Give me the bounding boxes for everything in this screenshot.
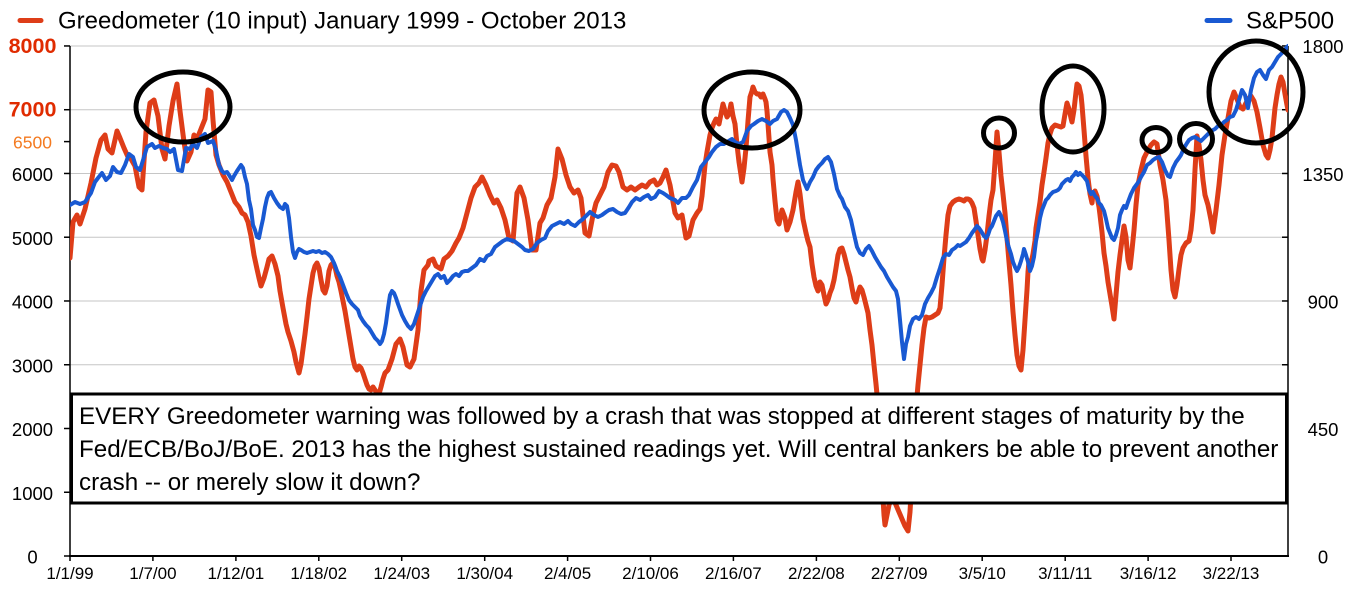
svg-text:Greedometer (10 input) January: Greedometer (10 input) January 1999 - Oc… [58, 8, 626, 35]
svg-text:0: 0 [27, 547, 37, 568]
svg-text:2000: 2000 [12, 419, 53, 440]
svg-text:1/12/01: 1/12/01 [208, 564, 265, 583]
svg-text:2/16/07: 2/16/07 [705, 564, 762, 583]
svg-text:3/5/10: 3/5/10 [959, 564, 1006, 583]
svg-text:1800: 1800 [1302, 36, 1343, 57]
svg-text:1/1/99: 1/1/99 [46, 564, 93, 583]
svg-text:2/27/09: 2/27/09 [871, 564, 928, 583]
svg-text:0: 0 [1318, 547, 1328, 568]
svg-text:1/7/00: 1/7/00 [129, 564, 176, 583]
svg-text:1/30/04: 1/30/04 [456, 564, 513, 583]
svg-text:1/24/03: 1/24/03 [373, 564, 430, 583]
svg-text:8000: 8000 [9, 34, 57, 58]
svg-text:4000: 4000 [12, 292, 53, 313]
svg-text:1350: 1350 [1302, 164, 1343, 185]
svg-text:crash -- or merely slow it dow: crash -- or merely slow it down? [79, 469, 420, 496]
svg-text:Fed/ECB/BoJ/BoE. 2013 has the: Fed/ECB/BoJ/BoE. 2013 has the highest su… [79, 436, 1278, 463]
svg-text:5000: 5000 [12, 228, 53, 249]
svg-text:7000: 7000 [9, 98, 57, 122]
svg-text:6000: 6000 [12, 164, 53, 185]
svg-text:EVERY Greedometer warning was: EVERY Greedometer warning was followed b… [79, 403, 1245, 430]
svg-text:450: 450 [1308, 419, 1339, 440]
svg-text:1/18/02: 1/18/02 [290, 564, 347, 583]
svg-text:2/4/05: 2/4/05 [544, 564, 591, 583]
svg-text:1000: 1000 [12, 483, 53, 504]
svg-text:2/22/08: 2/22/08 [788, 564, 845, 583]
svg-text:2/10/06: 2/10/06 [622, 564, 679, 583]
svg-text:3/22/13: 3/22/13 [1203, 564, 1260, 583]
svg-text:3/11/11: 3/11/11 [1038, 564, 1092, 583]
svg-text:900: 900 [1308, 292, 1339, 313]
svg-text:3000: 3000 [12, 355, 53, 376]
svg-text:6500: 6500 [13, 133, 52, 153]
svg-text:3/16/12: 3/16/12 [1120, 564, 1177, 583]
svg-text:S&P500: S&P500 [1246, 8, 1334, 35]
